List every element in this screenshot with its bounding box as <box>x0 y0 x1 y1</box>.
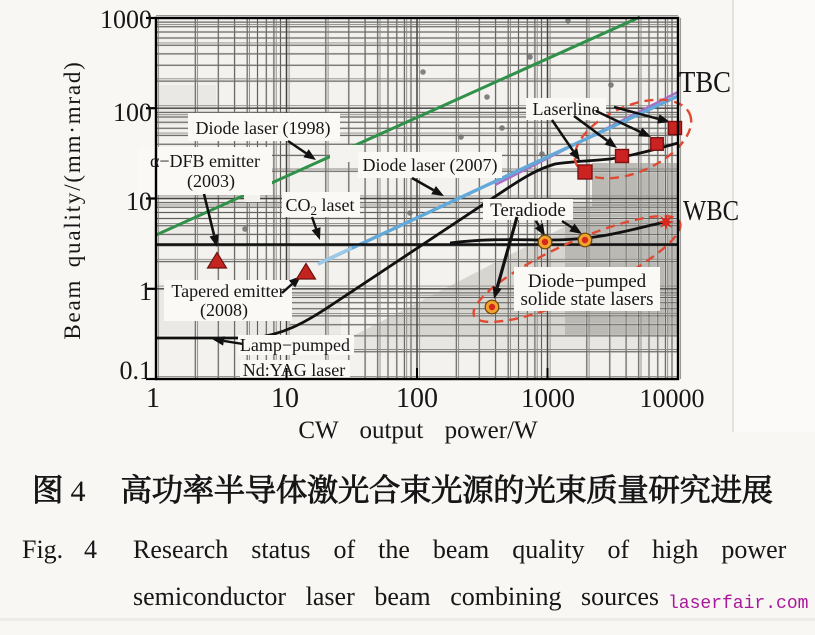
svg-text:1000: 1000 <box>521 383 575 413</box>
svg-text:Research status of the beam qu: Research status of the beam quality of h… <box>133 535 787 564</box>
svg-text:10000: 10000 <box>640 384 705 413</box>
svg-text:Beam quality/(mm·mrad): Beam quality/(mm·mrad) <box>60 60 85 339</box>
svg-text:10: 10 <box>271 383 299 414</box>
svg-text:4: 4 <box>71 475 86 508</box>
svg-text:TBC: TBC <box>679 64 731 99</box>
svg-text:α−DFB emitter: α−DFB emitter <box>150 151 260 171</box>
svg-text:(2008): (2008) <box>200 300 248 321</box>
svg-text:semiconductor laser beam combi: semiconductor laser beam combining sourc… <box>133 582 659 611</box>
svg-text:Lamp−pumped: Lamp−pumped <box>240 335 350 355</box>
svg-text:Diode laser (2007): Diode laser (2007) <box>363 155 498 176</box>
svg-text:100: 100 <box>396 383 438 414</box>
svg-text:Diode laser (1998): Diode laser (1998) <box>196 118 331 139</box>
svg-text:CW output power/W: CW output power/W <box>298 417 538 444</box>
svg-text:0.1: 0.1 <box>120 356 153 385</box>
svg-text:(2003): (2003) <box>187 171 235 192</box>
svg-text:10: 10 <box>126 187 152 216</box>
svg-text:laserfair.com: laserfair.com <box>668 594 808 614</box>
svg-text:solide state lasers: solide state lasers <box>521 289 654 310</box>
svg-text:1: 1 <box>146 383 160 414</box>
svg-text:100: 100 <box>113 98 152 127</box>
svg-text:CO2 laset: CO2 laset <box>285 195 354 218</box>
svg-text:1000: 1000 <box>100 5 152 34</box>
svg-text:Laserline: Laserline <box>533 99 600 119</box>
svg-text:Nd:YAG laser: Nd:YAG laser <box>243 360 345 380</box>
svg-text:Tapered emitter: Tapered emitter <box>171 281 284 301</box>
svg-text:1: 1 <box>139 277 152 306</box>
svg-text:Teradiode: Teradiode <box>490 200 566 221</box>
svg-text:WBC: WBC <box>683 196 739 227</box>
svg-text:Diode−pumped: Diode−pumped <box>528 271 647 292</box>
svg-text:Fig.: Fig. <box>22 535 63 564</box>
svg-text:4: 4 <box>84 535 97 564</box>
